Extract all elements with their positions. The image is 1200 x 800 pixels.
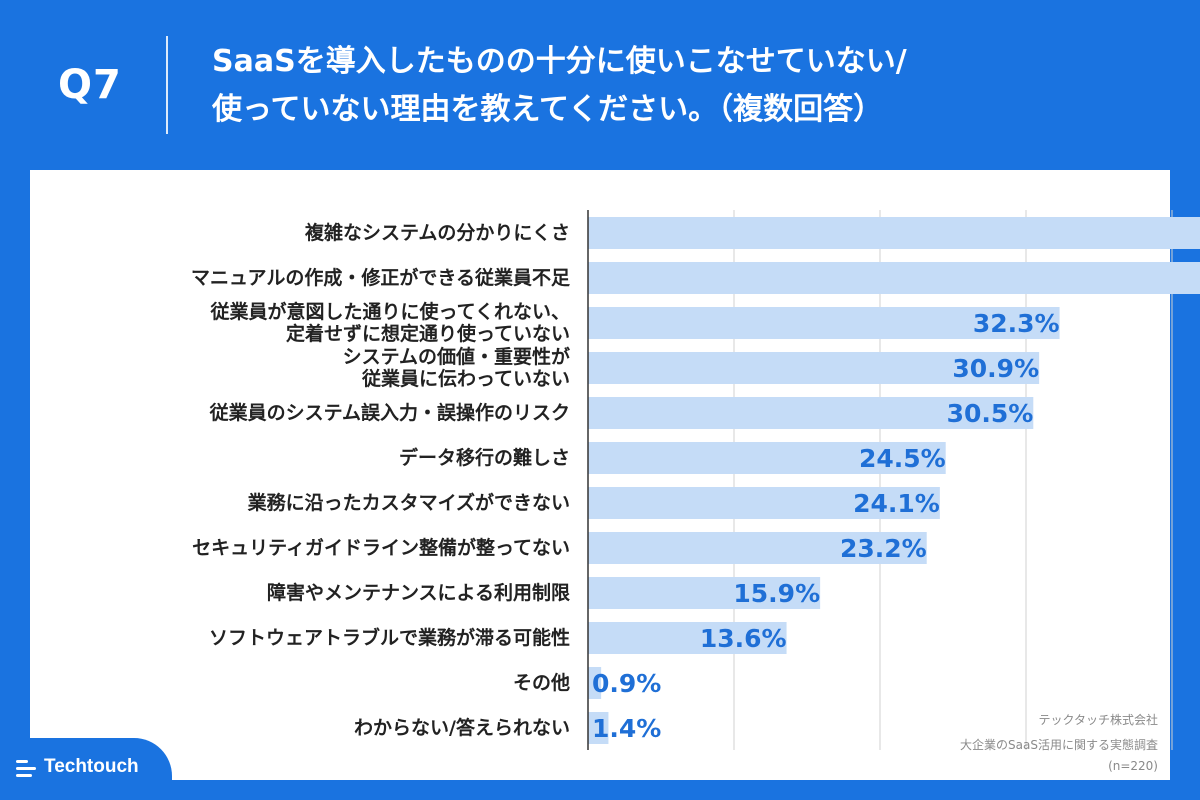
bar xyxy=(588,712,609,744)
category-label-line: 従業員のシステム誤入力・誤操作のリスク xyxy=(209,402,570,424)
data-label: 30.5% xyxy=(947,399,1034,428)
data-label: 30.9% xyxy=(952,354,1039,383)
bar xyxy=(588,397,1034,429)
category-label: セキュリティガイドライン整備が整ってない xyxy=(50,537,570,559)
question-title-line-2: 使っていない理由を教えてください。（複数回答） xyxy=(212,92,884,127)
bar xyxy=(588,532,927,564)
category-label-line: 複雑なシステムの分かりにくさ xyxy=(304,222,570,244)
credit-sample: (n=220) xyxy=(1108,759,1158,773)
data-label: 23.2% xyxy=(840,534,927,563)
category-label: その他 xyxy=(50,672,570,694)
category-label: 障害やメンテナンスによる利用制限 xyxy=(50,582,570,604)
category-label: システムの価値・重要性が 従業員に伝わっていない xyxy=(50,346,570,390)
data-label: 32.3% xyxy=(973,309,1060,338)
bar xyxy=(588,442,946,474)
credit-survey: 大企業のSaaS活用に関する実態調査 xyxy=(960,738,1158,752)
bar xyxy=(588,667,602,699)
header-divider xyxy=(166,36,168,134)
category-label: わからない/答えられない xyxy=(50,717,570,739)
bar xyxy=(588,487,940,519)
category-label: 従業員のシステム誤入力・誤操作のリスク xyxy=(50,402,570,424)
category-label-line: 業務に沿ったカスタマイズができない xyxy=(247,492,570,514)
category-label-line: 従業員が意図した通りに使ってくれない、 xyxy=(210,301,570,323)
category-label-line: 障害やメンテナンスによる利用制限 xyxy=(266,582,570,604)
data-label: 24.1% xyxy=(853,489,940,518)
category-label-line: 従業員に伝わっていない xyxy=(361,368,570,390)
category-label-line: マニュアルの作成・修正ができる従業員不足 xyxy=(190,267,570,289)
data-label: 13.6% xyxy=(700,624,787,653)
bar xyxy=(588,352,1040,384)
data-label: 1.4% xyxy=(592,714,661,743)
category-label: 複雑なシステムの分かりにくさ xyxy=(50,222,570,244)
question-header: Q7 SaaSを導入したものの十分に使いこなせていない/ 使っていない理由を教え… xyxy=(0,0,1200,170)
brand-badge: Techtouch xyxy=(0,738,172,800)
category-label-line: セキュリティガイドライン整備が整ってない xyxy=(192,537,570,559)
category-label-line: データ移行の難しさ xyxy=(398,447,570,469)
bar xyxy=(588,622,787,654)
data-label: 15.9% xyxy=(733,579,820,608)
bar xyxy=(588,307,1060,339)
category-label-line: わからない/答えられない xyxy=(354,717,570,739)
credit-company: テックタッチ株式会社 xyxy=(1038,713,1158,727)
data-label: 24.5% xyxy=(859,444,946,473)
data-label: 0.9% xyxy=(592,669,661,698)
bar xyxy=(588,217,1200,249)
category-label-line: システムの価値・重要性が xyxy=(342,346,570,368)
category-label: 業務に沿ったカスタマイズができない xyxy=(50,492,570,514)
question-title-line-1: SaaSを導入したものの十分に使いこなせていない/ xyxy=(212,44,907,79)
techtouch-logo-icon xyxy=(16,760,38,778)
category-label: マニュアルの作成・修正ができる従業員不足 xyxy=(50,267,570,289)
category-label-line: ソフトウェアトラブルで業務が滞る可能性 xyxy=(208,627,570,649)
bar xyxy=(588,262,1200,294)
question-number: Q7 xyxy=(58,62,122,108)
category-label-line: その他 xyxy=(512,672,570,694)
category-label: データ移行の難しさ xyxy=(50,447,570,469)
category-label: 従業員が意図した通りに使ってくれない、 定着せずに想定通り使っていない xyxy=(50,301,570,345)
bar xyxy=(588,577,821,609)
brand-name: Techtouch xyxy=(44,756,139,777)
question-title: SaaSを導入したものの十分に使いこなせていない/ 使っていない理由を教えてくだ… xyxy=(212,38,1172,134)
category-label-line: 定着せずに想定通り使っていない xyxy=(285,323,570,345)
category-label: ソフトウェアトラブルで業務が滞る可能性 xyxy=(50,627,570,649)
